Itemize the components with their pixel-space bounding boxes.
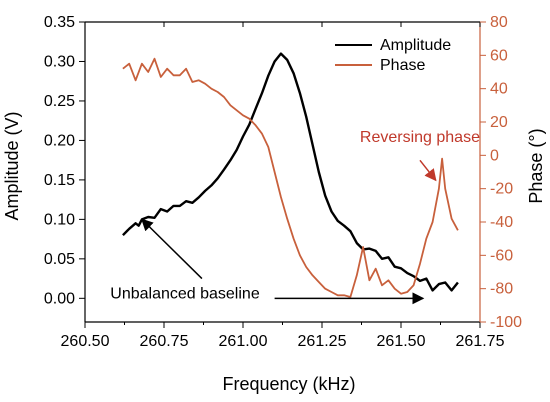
y-left-tick-label: 0.05 xyxy=(44,251,75,268)
annotation-reversing-phase: Reversing phase xyxy=(360,129,480,146)
plot-frame xyxy=(84,21,481,323)
legend-label-phase: Phase xyxy=(380,57,425,74)
y-left-tick-label: 0.00 xyxy=(44,290,75,307)
x-tick-label: 261.75 xyxy=(456,333,505,350)
y-right-tick-label: -80 xyxy=(490,281,513,298)
legend: Amplitude Phase xyxy=(335,37,451,74)
x-tick-label: 260.75 xyxy=(140,333,189,350)
annotation-unbalanced-baseline: Unbalanced baseline xyxy=(110,285,260,302)
legend-label-amplitude: Amplitude xyxy=(380,37,451,54)
series-layer xyxy=(122,52,459,298)
x-tick-label: 261.25 xyxy=(298,333,347,350)
x-tick-label: 261.00 xyxy=(219,333,268,350)
y-left-axis-title: Amplitude (V) xyxy=(2,111,22,220)
y-right-tick-label: 20 xyxy=(490,114,508,131)
x-tick-label: 260.50 xyxy=(61,333,110,350)
annotation-baseline-arrow-left xyxy=(141,218,203,280)
annotations-layer: Reversing phase Unbalanced baseline xyxy=(110,129,480,305)
y-left-axis-ticks: 0.00 0.05 0.10 0.15 0.20 0.25 0.30 0.35 xyxy=(44,14,85,307)
y-left-tick-label: 0.30 xyxy=(44,53,75,70)
x-tick-label: 261.50 xyxy=(377,333,426,350)
series-line-amplitude xyxy=(122,52,459,292)
y-left-tick-label: 0.35 xyxy=(44,14,75,31)
annotation-reversing-arrow xyxy=(419,159,437,182)
x-axis-ticks: 260.50 260.75 261.00 261.25 261.50 261.75 xyxy=(61,22,505,350)
y-left-tick-label: 0.20 xyxy=(44,132,75,149)
y-right-tick-label: 40 xyxy=(490,81,508,98)
y-right-tick-label: -60 xyxy=(490,247,513,264)
y-right-axis-ticks: -100 -80 -60 -40 -20 0 20 40 60 80 xyxy=(480,14,522,331)
y-right-tick-label: -100 xyxy=(490,314,522,331)
y-right-tick-label: 0 xyxy=(490,147,499,164)
y-right-axis-title: Phase (°) xyxy=(526,128,546,203)
y-right-tick-label: -40 xyxy=(490,214,513,231)
y-right-tick-label: 60 xyxy=(490,47,508,64)
y-right-tick-label: 80 xyxy=(490,14,508,31)
y-right-tick-label: -20 xyxy=(490,181,513,198)
y-left-tick-label: 0.10 xyxy=(44,211,75,228)
y-left-tick-label: 0.25 xyxy=(44,93,75,110)
x-axis-title: Frequency (kHz) xyxy=(222,374,355,394)
y-left-tick-label: 0.15 xyxy=(44,172,75,189)
series-line-phase xyxy=(122,57,459,298)
